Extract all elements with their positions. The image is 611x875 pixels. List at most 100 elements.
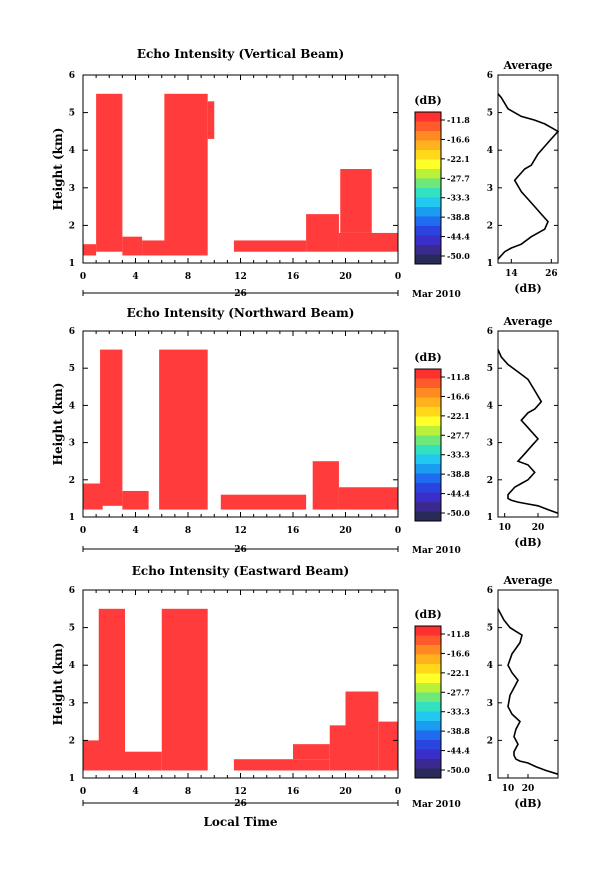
x-tick-label: 0 (80, 526, 86, 536)
colorbar-swatch (415, 435, 441, 446)
echo-block (159, 349, 208, 510)
profile-y-tick-label: 1 (487, 774, 493, 784)
x-tick-label: 4 (132, 787, 138, 797)
colorbar-swatch (415, 378, 441, 389)
colorbar-tick-label: -33.3 (447, 193, 470, 203)
x-tick-label: 0 (395, 272, 401, 282)
profile-y-tick-label: 5 (487, 109, 493, 119)
x-tick-label: 8 (185, 787, 191, 797)
echo-block (125, 751, 162, 771)
colorbar-swatch (415, 626, 441, 636)
y-tick-label: 1 (69, 513, 75, 523)
colorbar-tick-label: -33.3 (447, 707, 470, 717)
colorbar-tick-label: -11.8 (447, 115, 470, 125)
colorbar-tick-label: -50.0 (447, 508, 470, 518)
profile-x-tick-label: 14 (505, 269, 518, 279)
profile-x-label: (dB) (514, 536, 541, 549)
colorbar-swatch (415, 150, 441, 160)
profile-y-tick-label: 2 (487, 476, 493, 486)
profile-y-tick-label: 5 (487, 364, 493, 374)
colorbar-swatch (415, 226, 441, 236)
colorbar-unit: (dB) (414, 94, 441, 107)
colorbar-swatch (415, 692, 441, 703)
colorbar-swatch (415, 749, 441, 760)
profile-x-label: (dB) (514, 797, 541, 810)
profile-y-tick-label: 6 (487, 71, 493, 81)
colorbar-swatch (415, 159, 441, 170)
profile-y-tick-label: 4 (487, 401, 493, 411)
colorbar-tick-label: -22.1 (447, 154, 470, 164)
y-tick-label: 4 (69, 146, 75, 156)
date-label: Mar 2010 (412, 800, 461, 810)
profile-line (497, 349, 559, 515)
profile-y-tick-label: 1 (487, 259, 493, 269)
x-tick-label: 0 (395, 787, 401, 797)
y-tick-label: 4 (69, 661, 75, 671)
colorbar-swatch (415, 207, 441, 217)
panel-3: Echo Intensity (Eastward Beam)123456Heig… (51, 564, 559, 810)
colorbar-tick-label: -22.1 (447, 411, 470, 421)
colorbar-unit: (dB) (414, 608, 441, 621)
panel-2: Echo Intensity (Northward Beam)123456Hei… (51, 306, 559, 556)
x-tick-label: 0 (80, 272, 86, 282)
colorbar-tick-label: -38.8 (447, 726, 470, 736)
colorbar-swatch (415, 121, 441, 132)
colorbar-swatch (415, 673, 441, 684)
colorbar-swatch (415, 369, 441, 379)
colorbar-swatch (415, 245, 441, 255)
x-tick-label: 20 (339, 526, 352, 536)
profile-frame (497, 74, 559, 264)
echo-block (96, 93, 123, 252)
colorbar-tick-label: -38.8 (447, 212, 470, 222)
profile-y-tick-label: 2 (487, 221, 493, 231)
colorbar-swatch (415, 702, 441, 712)
colorbar-swatch (415, 483, 441, 493)
y-tick-label: 3 (69, 439, 75, 449)
profile-title: Average (502, 315, 552, 328)
y-tick-label: 2 (69, 736, 75, 746)
date-label: Mar 2010 (412, 290, 461, 300)
echo-block (338, 487, 398, 510)
colorbar-swatch (415, 188, 441, 198)
echo-block (142, 240, 166, 256)
colorbar-swatch (415, 664, 441, 674)
colorbar-swatch (415, 721, 441, 731)
colorbar-swatch (415, 388, 441, 398)
day-label: 26 (234, 289, 247, 299)
colorbar-swatch (415, 511, 441, 522)
colorbar-swatch (415, 407, 441, 417)
profile-title: Average (502, 59, 552, 72)
colorbar-tick-label: -27.7 (447, 430, 470, 440)
colorbar-frame (414, 368, 442, 522)
colorbar-swatch (415, 654, 441, 665)
echo-block (233, 240, 307, 252)
heatmap-title: Echo Intensity (Eastward Beam) (132, 564, 349, 578)
profile-y-tick-label: 6 (487, 586, 493, 596)
echo-block (378, 721, 398, 771)
colorbar-swatch (415, 454, 441, 465)
colorbar-swatch (415, 759, 441, 769)
heatmap-title: Echo Intensity (Vertical Beam) (137, 47, 344, 61)
y-axis-label: Height (km) (51, 383, 65, 466)
colorbar-frame (414, 111, 442, 265)
colorbar-swatch (415, 254, 441, 265)
echo-block (233, 759, 330, 771)
profile-x-tick-label: 10 (502, 784, 515, 794)
echo-block (207, 101, 215, 139)
colorbar-swatch (415, 464, 441, 474)
echo-block (83, 483, 103, 510)
colorbar-frame (414, 625, 442, 779)
x-axis-label: Local Time (203, 815, 277, 829)
profile-y-tick-label: 1 (487, 513, 493, 523)
colorbar-unit: (dB) (414, 351, 441, 364)
profile-x-label: (dB) (514, 282, 541, 295)
profile-x-tick-label: 20 (532, 523, 545, 533)
x-tick-label: 0 (395, 526, 401, 536)
x-tick-label: 12 (234, 272, 247, 282)
y-tick-label: 5 (69, 364, 75, 374)
echo-block (122, 236, 143, 256)
profile-y-tick-label: 2 (487, 736, 493, 746)
x-tick-label: 8 (185, 526, 191, 536)
day-label: 26 (234, 545, 247, 555)
